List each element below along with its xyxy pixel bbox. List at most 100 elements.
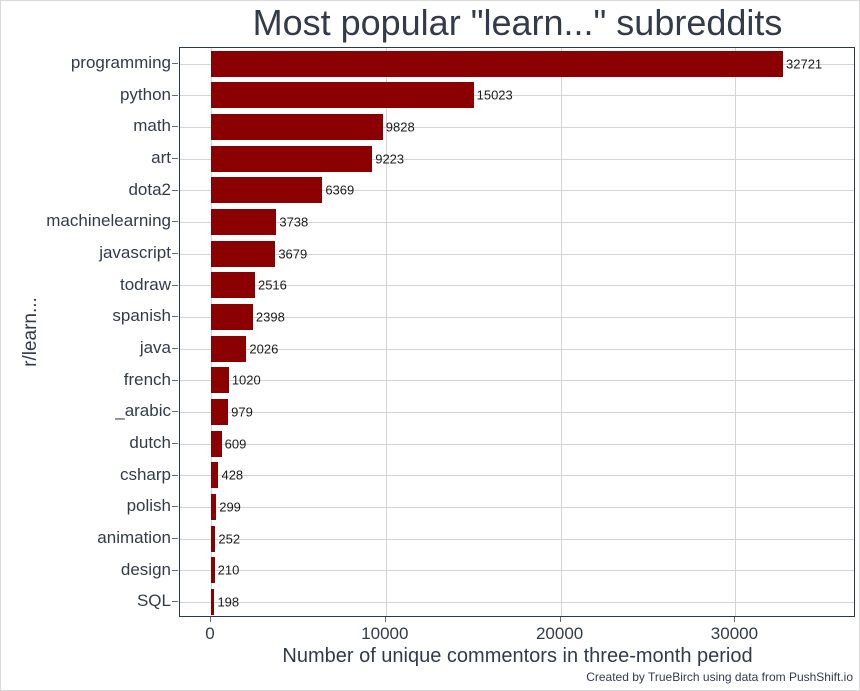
bar-python bbox=[211, 82, 474, 109]
y-axis-label-programming: programming bbox=[70, 53, 171, 72]
horizontal-gridline bbox=[180, 412, 854, 414]
y-axis-label-design: design bbox=[120, 559, 171, 579]
x-tick-mark bbox=[384, 617, 386, 622]
y-axis-label-csharp: csharp bbox=[119, 464, 171, 484]
bar-value-label: 9223 bbox=[375, 151, 405, 167]
y-axis-label-math: math bbox=[133, 116, 171, 136]
y-axis-label-animation: animation bbox=[97, 528, 171, 547]
bar-dota2 bbox=[211, 177, 323, 204]
y-tick-mark bbox=[172, 94, 178, 96]
vertical-gridline bbox=[211, 48, 212, 616]
y-tick-mark bbox=[172, 569, 178, 571]
bar-math bbox=[211, 114, 383, 141]
chart-caption: Created by TrueBirch using data from Pus… bbox=[586, 670, 853, 684]
bar-row: 3738 bbox=[180, 206, 854, 238]
y-tick-mark bbox=[172, 221, 178, 223]
bar-dutch bbox=[211, 430, 222, 457]
y-axis-label-python: python bbox=[119, 84, 171, 104]
x-axis-title: Number of unique commentors in three-mon… bbox=[282, 645, 753, 667]
y-axis-label-french: french bbox=[123, 369, 171, 389]
bar-value-label: 3738 bbox=[279, 214, 309, 230]
chart-title: Most popular "learn..." subreddits bbox=[252, 2, 783, 43]
bar-row: 2398 bbox=[180, 301, 854, 333]
bar-value-label: 609 bbox=[224, 436, 247, 452]
bar-value-label: 2516 bbox=[257, 277, 287, 293]
x-tick-mark bbox=[559, 617, 561, 622]
bar-value-label: 15023 bbox=[476, 87, 513, 103]
bar-row: 1020 bbox=[180, 365, 854, 397]
horizontal-gridline bbox=[180, 285, 854, 287]
y-tick-mark bbox=[172, 347, 178, 349]
bar-value-label: 32721 bbox=[786, 56, 823, 72]
bar-row: 6369 bbox=[180, 175, 854, 207]
bar-row: 2026 bbox=[180, 333, 854, 365]
y-axis-label-javascript: javascript bbox=[99, 243, 171, 262]
y-tick-mark bbox=[172, 379, 178, 381]
x-tick-label: 0 bbox=[205, 624, 215, 643]
horizontal-gridline bbox=[180, 507, 854, 509]
bar-spanish bbox=[211, 304, 253, 331]
x-tick-mark bbox=[734, 617, 736, 622]
bar-animation bbox=[211, 525, 216, 552]
y-tick-mark bbox=[172, 252, 178, 254]
horizontal-gridline bbox=[180, 127, 854, 129]
bar-value-label: 3679 bbox=[278, 246, 308, 262]
y-tick-mark bbox=[172, 157, 178, 159]
y-axis-label-dota2: dota2 bbox=[128, 179, 171, 199]
horizontal-gridline bbox=[180, 380, 854, 382]
y-tick-mark bbox=[172, 126, 178, 128]
plot-panel: 32721 15023 9828 9223 6369 3738 3679 2516 2398 20… bbox=[179, 47, 855, 617]
bar-art bbox=[211, 145, 373, 172]
bar-value-label: 979 bbox=[231, 404, 253, 420]
horizontal-gridline bbox=[180, 158, 854, 160]
horizontal-gridline bbox=[180, 190, 854, 192]
bar-row: 9223 bbox=[180, 143, 854, 175]
y-tick-mark bbox=[172, 537, 178, 539]
horizontal-gridline bbox=[180, 475, 854, 477]
vertical-gridline bbox=[560, 48, 562, 616]
horizontal-gridline bbox=[180, 570, 854, 572]
bar-machinelearning bbox=[211, 209, 277, 236]
bar-row: 15023 bbox=[180, 80, 854, 112]
y-axis-label-_arabic: _arabic bbox=[115, 401, 171, 421]
bar-row: 210 bbox=[180, 555, 854, 587]
y-tick-mark bbox=[172, 474, 178, 476]
bar-french bbox=[211, 367, 229, 394]
bar-SQL bbox=[211, 589, 215, 616]
bar-polish bbox=[211, 494, 217, 521]
vertical-gridline bbox=[735, 48, 737, 616]
horizontal-gridline bbox=[180, 95, 854, 97]
y-tick-mark bbox=[172, 506, 178, 508]
bar-design bbox=[211, 557, 215, 584]
y-tick-mark bbox=[172, 189, 178, 191]
bar-_arabic bbox=[211, 399, 229, 426]
bar-value-label: 6369 bbox=[325, 182, 355, 198]
bar-row: 428 bbox=[180, 460, 854, 492]
y-axis-label-dutch: dutch bbox=[129, 433, 171, 452]
bar-row: 299 bbox=[180, 491, 854, 523]
bar-programming bbox=[211, 50, 783, 77]
horizontal-gridline bbox=[180, 317, 854, 319]
y-axis-label-spanish: spanish bbox=[112, 306, 171, 326]
bar-value-label: 210 bbox=[217, 562, 240, 578]
y-tick-mark bbox=[172, 316, 178, 318]
y-axis-label-polish: polish bbox=[126, 496, 171, 516]
y-axis-label-SQL: SQL bbox=[136, 591, 171, 611]
bar-value-label: 299 bbox=[219, 499, 241, 515]
bar-value-label: 2026 bbox=[249, 341, 279, 357]
bar-value-label: 198 bbox=[217, 594, 240, 610]
bar-value-label: 1020 bbox=[231, 372, 261, 388]
bar-row: 2516 bbox=[180, 270, 854, 302]
bar-javascript bbox=[211, 240, 276, 267]
y-tick-mark bbox=[172, 442, 178, 444]
horizontal-gridline bbox=[180, 602, 854, 604]
bar-row: 252 bbox=[180, 523, 854, 555]
horizontal-gridline bbox=[180, 443, 854, 445]
bar-row: 9828 bbox=[180, 111, 854, 143]
y-tick-mark bbox=[172, 411, 178, 413]
bar-row: 979 bbox=[180, 396, 854, 428]
bar-row: 609 bbox=[180, 428, 854, 460]
y-axis-labels: programming python math art dota2 machinelear… bbox=[1, 47, 171, 617]
y-tick-mark bbox=[172, 284, 178, 286]
